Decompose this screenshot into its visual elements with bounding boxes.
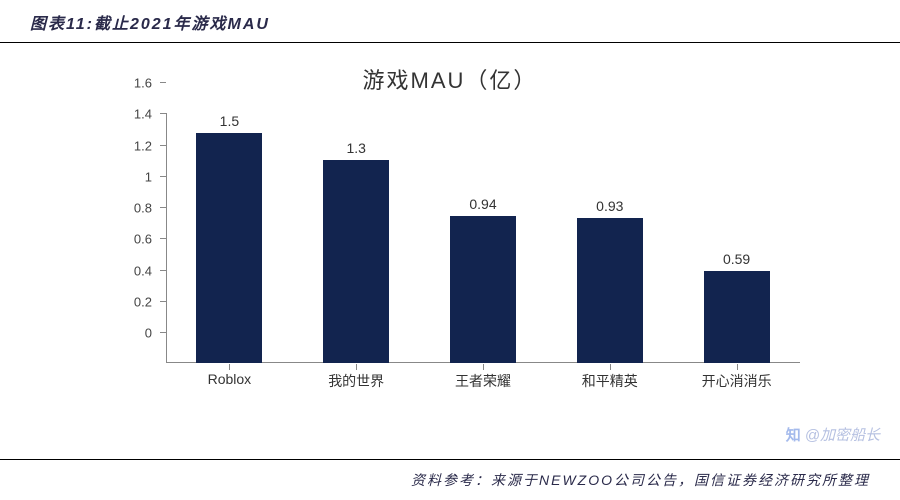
y-axis: 00.20.40.60.811.21.41.6 — [120, 113, 160, 363]
bar-value-label: 0.59 — [723, 251, 750, 267]
y-tick-label: 0 — [145, 326, 152, 341]
watermark-text: @加密船长 — [805, 424, 880, 445]
x-axis-labels: Roblox我的世界王者荣耀和平精英开心消消乐 — [166, 365, 800, 393]
bar-slot: 0.93 — [546, 113, 673, 363]
y-tick-label: 0.4 — [134, 263, 152, 278]
bar — [323, 160, 389, 363]
y-tick-label: 1.2 — [134, 138, 152, 153]
bar-value-label: 0.93 — [596, 198, 623, 214]
bar-slot: 0.59 — [673, 113, 800, 363]
bar-slot: 1.5 — [166, 113, 293, 363]
x-tick-label: Roblox — [166, 365, 293, 393]
bars-container: 1.5 1.3 0.94 0.93 0.59 — [166, 113, 800, 363]
bar-slot: 0.94 — [420, 113, 547, 363]
chart-title: 游戏MAU（亿） — [60, 63, 840, 95]
bar — [196, 133, 262, 363]
bar — [450, 216, 516, 363]
source-citation: 资料参考：来源于NEWZOO公司公告，国信证券经济研究所整理 — [0, 470, 870, 490]
y-tick-label: 1 — [145, 169, 152, 184]
chart-area: 游戏MAU（亿） 0 0.2 0.4 0.6 0.8 1 1.2 1.4 1.6 1.5 1.3 0… — [0, 43, 900, 423]
y-tick-label: 0.2 — [134, 294, 152, 309]
chart-frame: { "header": { "title": "图表11:截止2021年游戏MA… — [0, 0, 900, 500]
watermark-logo-icon: 知 — [786, 424, 801, 445]
x-tick-mark — [356, 364, 357, 370]
y-tick-label: 0.6 — [134, 232, 152, 247]
x-tick-mark — [483, 364, 484, 370]
x-tick-label: 开心消消乐 — [673, 365, 800, 393]
x-tick-label: 王者荣耀 — [420, 365, 547, 393]
bar-slot: 1.3 — [293, 113, 420, 363]
y-tick-label: 1.4 — [134, 107, 152, 122]
watermark: 知 @加密船长 — [786, 424, 880, 445]
bar-value-label: 0.94 — [469, 196, 496, 212]
x-tick-label: 我的世界 — [293, 365, 420, 393]
y-tick-mark — [160, 82, 166, 83]
bar — [577, 218, 643, 363]
y-tick-label: 0.8 — [134, 201, 152, 216]
bar-value-label: 1.3 — [346, 140, 365, 156]
bar-value-label: 1.5 — [220, 113, 239, 129]
figure-footer: 资料参考：来源于NEWZOO公司公告，国信证券经济研究所整理 — [0, 459, 900, 490]
x-tick-mark — [610, 364, 611, 370]
bar — [704, 271, 770, 363]
figure-caption: 图表11:截止2021年游戏MAU — [30, 10, 870, 34]
x-tick-label: 和平精英 — [546, 365, 673, 393]
x-tick-mark — [229, 364, 230, 370]
x-tick-mark — [737, 364, 738, 370]
plot-region: 00.20.40.60.811.21.41.6 1.51.30.940.930.… — [120, 113, 800, 393]
figure-header: 图表11:截止2021年游戏MAU — [0, 0, 900, 43]
y-tick-label: 1.6 — [134, 76, 152, 91]
